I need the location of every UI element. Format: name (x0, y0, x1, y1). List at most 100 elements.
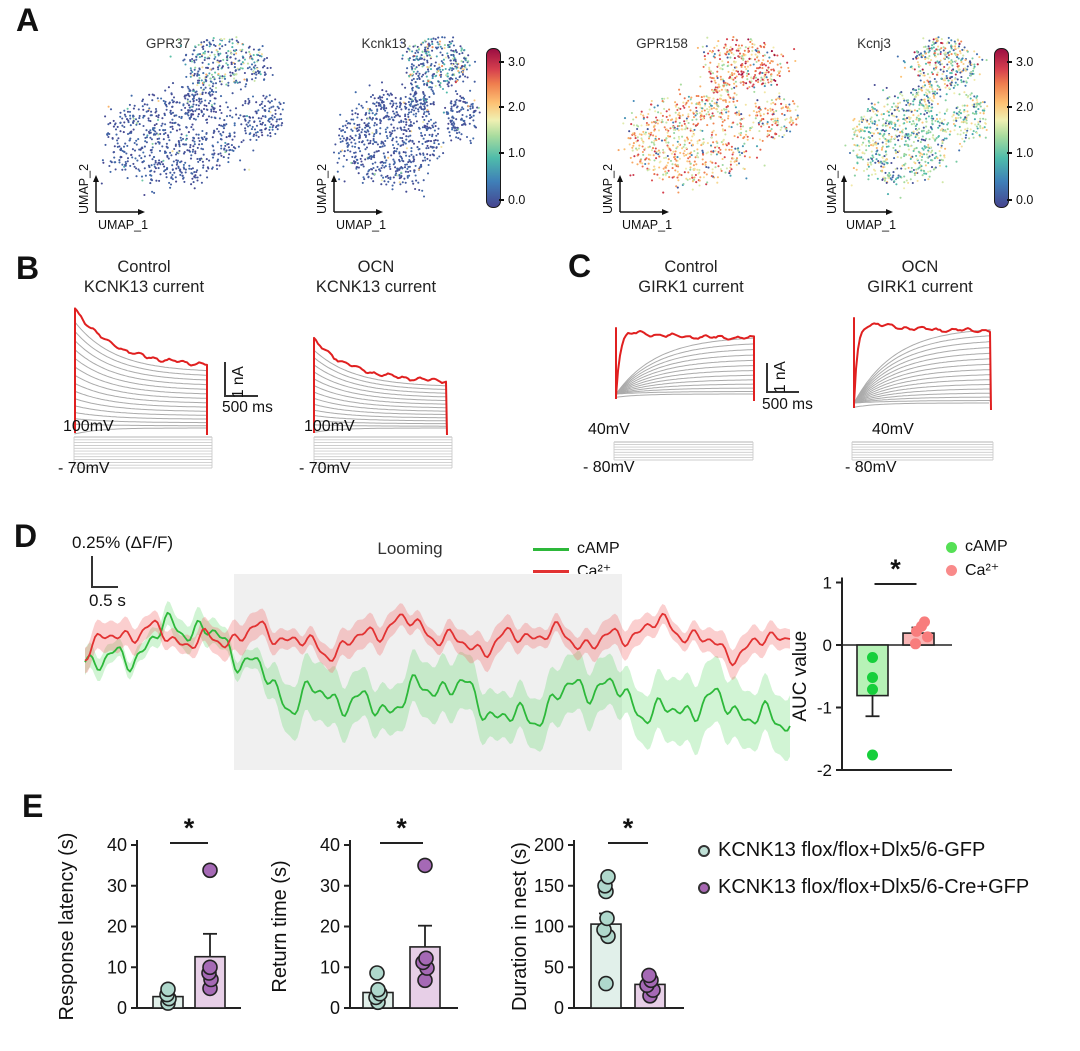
scalebar-horizontal (224, 395, 258, 397)
scalebar-current-label: 1 nA (230, 366, 247, 398)
svg-text:10: 10 (320, 957, 340, 977)
svg-text:UMAP_1: UMAP_1 (98, 218, 148, 232)
camp-dot-swatch (946, 541, 957, 553)
panel-a-label: A (16, 2, 40, 38)
gfp-group-label: KCNK13 flox/flox+Dlx5/6-GFP (718, 839, 986, 861)
protocol-bottom-label: - 70mV (58, 460, 110, 477)
svg-text:0: 0 (330, 998, 340, 1018)
svg-text:UMAP_2: UMAP_2 (315, 164, 329, 214)
condition-label: OCN (357, 258, 395, 276)
ca-dot-legend-label: Ca²⁺ (965, 562, 1000, 579)
svg-text:UMAP_2: UMAP_2 (601, 164, 615, 214)
auc-bar-chart: 1 0 -1 -2 AUC value * (790, 554, 952, 780)
protocol-bottom-label: - 80mV (583, 459, 635, 476)
svg-text:150: 150 (534, 876, 564, 896)
protocol-top-label: 40mV (872, 421, 914, 438)
protocol-bottom-label: - 80mV (845, 459, 897, 476)
svg-text:20: 20 (320, 917, 340, 937)
ca-dot-swatch (946, 564, 957, 576)
current-label: GIRK1 current (638, 278, 744, 296)
colorbar-tick: 3.0 (508, 55, 526, 69)
panel-d-label: D (14, 518, 38, 554)
svg-text:40: 40 (320, 835, 340, 855)
e-legend-cre: KCNK13 flox/flox+Dlx5/6-Cre+GFP (698, 876, 1029, 899)
looming-label: Looming (377, 539, 443, 558)
svg-text:0: 0 (823, 636, 832, 655)
colorbar-tick: 2.0 (1016, 100, 1034, 114)
c-plot2-title: OCN GIRK1 current (845, 257, 995, 297)
scalebar-vertical (766, 363, 768, 392)
panel-c-label: C (568, 248, 592, 284)
voltage-protocol (313, 436, 453, 469)
e-legend-gfp: KCNK13 flox/flox+Dlx5/6-GFP (698, 839, 985, 862)
trace-plot-control-kcnk13 (74, 307, 208, 435)
voltage-protocol (613, 441, 754, 461)
photometry-traces-plot (84, 574, 791, 770)
svg-text:100: 100 (534, 917, 564, 937)
umap-plot-kcnk13: UMAP_2 UMAP_1 (315, 36, 481, 232)
colorbar-left: 3.0 2.0 1.0 0.0 (486, 48, 546, 208)
condition-label: Control (664, 258, 718, 276)
scalebar-horizontal (91, 586, 118, 588)
camp-legend-label: cAMP (577, 540, 620, 557)
svg-text:-2: -2 (817, 761, 832, 780)
scalebar-horizontal (766, 391, 799, 393)
camp-line-swatch (533, 547, 569, 551)
d-scalebar-df-label: 0.25% (ΔF/F) (72, 533, 174, 552)
svg-text:0: 0 (554, 998, 564, 1018)
protocol-bottom-label: - 70mV (299, 460, 351, 477)
svg-text:AUC value: AUC value (790, 631, 811, 722)
ca-line-swatch (533, 569, 569, 573)
svg-text:30: 30 (320, 876, 340, 896)
svg-text:UMAP_2: UMAP_2 (77, 164, 91, 214)
scalebar-time-label: 500 ms (762, 396, 813, 413)
colorbar-right: 3.0 2.0 1.0 0.0 (994, 48, 1054, 208)
scalebar-vertical (224, 362, 226, 396)
cre-group-label: KCNK13 flox/flox+Dlx5/6-Cre+GFP (718, 876, 1030, 898)
trace-legend-camp: cAMP (533, 540, 620, 558)
trace-plot-control-girk1 (615, 327, 755, 401)
current-label: KCNK13 current (83, 278, 205, 296)
trace-plot-ocn-girk1 (853, 317, 992, 411)
protocol-top-label: 100mV (63, 418, 114, 435)
colorbar-tick: 1.0 (1016, 146, 1034, 160)
dot-legend-ca: Ca²⁺ (946, 560, 999, 580)
svg-text:40: 40 (107, 835, 127, 855)
voltage-protocol (73, 436, 213, 469)
svg-text:200: 200 (534, 835, 564, 855)
umap-plot-gpr37: UMAP_2 UMAP_1 (77, 36, 285, 232)
svg-text:*: * (396, 813, 407, 843)
b-plot1-title: Control KCNK13 current (69, 257, 219, 297)
umap-title-kcnj3: Kcnj3 (857, 36, 891, 51)
cre-group-swatch (698, 881, 710, 894)
svg-text:50: 50 (544, 957, 564, 977)
scalebar-time-label: 500 ms (222, 399, 273, 416)
camp-dot-legend-label: cAMP (965, 538, 1008, 555)
colorbar-tick: 0.0 (1016, 193, 1034, 207)
svg-text:10: 10 (107, 957, 127, 977)
trace-plot-ocn-kcnk13 (313, 336, 448, 436)
voltage-protocol (851, 441, 994, 461)
response-latency-chart: 0 10 20 30 40 Response latency (s) * (56, 813, 241, 1021)
svg-text:UMAP_1: UMAP_1 (846, 218, 896, 232)
b-plot2-title: OCN KCNK13 current (301, 257, 451, 297)
colorbar-gradient (486, 48, 501, 208)
svg-text:*: * (623, 813, 634, 843)
svg-text:Response latency (s): Response latency (s) (56, 833, 78, 1021)
svg-text:-1: -1 (817, 699, 832, 718)
protocol-top-label: 100mV (304, 418, 355, 435)
colorbar-tick: 0.0 (508, 193, 526, 207)
colorbar-gradient (994, 48, 1009, 208)
svg-text:UMAP_1: UMAP_1 (336, 218, 386, 232)
svg-text:UMAP_1: UMAP_1 (622, 218, 672, 232)
return-time-chart: 0 10 20 30 40 Return time (s) * (269, 813, 458, 1018)
svg-text:0: 0 (117, 998, 127, 1018)
svg-text:1: 1 (823, 574, 832, 593)
condition-label: OCN (901, 258, 939, 276)
svg-text:*: * (890, 554, 901, 584)
umap-plot-kcnj3: UMAP_2 UMAP_1 (825, 36, 989, 232)
svg-text:Duration in nest (s): Duration in nest (s) (509, 842, 531, 1011)
colorbar-tick: 1.0 (508, 146, 526, 160)
